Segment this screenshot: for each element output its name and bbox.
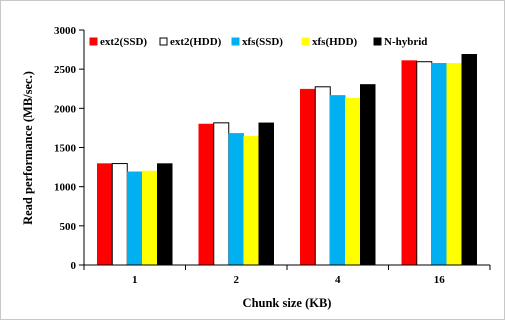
legend-swatch [301, 37, 310, 46]
legend-label: ext2(SSD) [100, 36, 147, 48]
x-axis-label: Chunk size (KB) [243, 296, 332, 310]
bar-xfs-hdd-4 [345, 97, 361, 266]
legend-label: xfs(SSD) [242, 36, 283, 48]
legend-swatch [373, 37, 382, 46]
bars [97, 54, 477, 266]
legend-label: ext2(HDD) [170, 36, 222, 48]
y-axis-ticks: 0 500 1000 1500 2000 2500 3000 [54, 25, 84, 272]
y-tick-label: 500 [60, 221, 77, 233]
legend-swatch [231, 37, 240, 46]
y-axis-label: Read performance (MB/sec.) [21, 71, 35, 225]
bar-xfs-ssd-2 [228, 133, 244, 266]
bar-ext2-hdd-16 [416, 61, 433, 266]
y-tick-label: 1500 [54, 143, 77, 155]
bar-ext2-ssd-16 [401, 60, 417, 266]
y-tick-label: 0 [71, 260, 77, 272]
x-axis-ticks: 1 2 4 16 [83, 265, 491, 286]
x-tick-label: 1 [132, 274, 138, 286]
bar-xfs-hdd-2 [243, 135, 259, 266]
x-tick-label: 4 [335, 274, 341, 286]
bar-ext2-ssd-4 [300, 88, 316, 266]
bar-ext2-ssd-1 [97, 163, 113, 266]
bar-xfs-hdd-16 [446, 63, 462, 266]
bar-ext2-ssd-2 [198, 123, 214, 266]
x-tick-label: 16 [434, 274, 446, 286]
bar-n-hybrid-4 [360, 84, 376, 266]
bar-n-hybrid-2 [258, 122, 274, 266]
y-tick-label: 1000 [54, 182, 77, 194]
bar-n-hybrid-16 [461, 54, 477, 266]
legend-swatch [159, 37, 168, 46]
bar-xfs-ssd-16 [431, 63, 447, 266]
y-tick-label: 2500 [54, 64, 77, 76]
bar-xfs-ssd-1 [127, 171, 143, 266]
bar-ext2-hdd-2 [213, 122, 230, 266]
x-tick-label: 2 [234, 274, 240, 286]
legend-swatch [89, 37, 98, 46]
y-tick-label: 3000 [54, 25, 77, 37]
y-tick-label: 2000 [54, 103, 77, 115]
legend-label: xfs(HDD) [312, 36, 358, 48]
bar-ext2-hdd-1 [111, 163, 128, 266]
bar-ext2-hdd-4 [314, 86, 331, 266]
bar-n-hybrid-1 [157, 163, 173, 266]
legend: ext2(SSD) ext2(HDD) xfs(SSD) xfs(HDD) N-hybr… [89, 36, 427, 48]
legend-label: N-hybrid [384, 36, 427, 48]
axes [83, 30, 490, 266]
bar-xfs-ssd-4 [330, 95, 346, 266]
bar-xfs-hdd-1 [142, 170, 158, 266]
